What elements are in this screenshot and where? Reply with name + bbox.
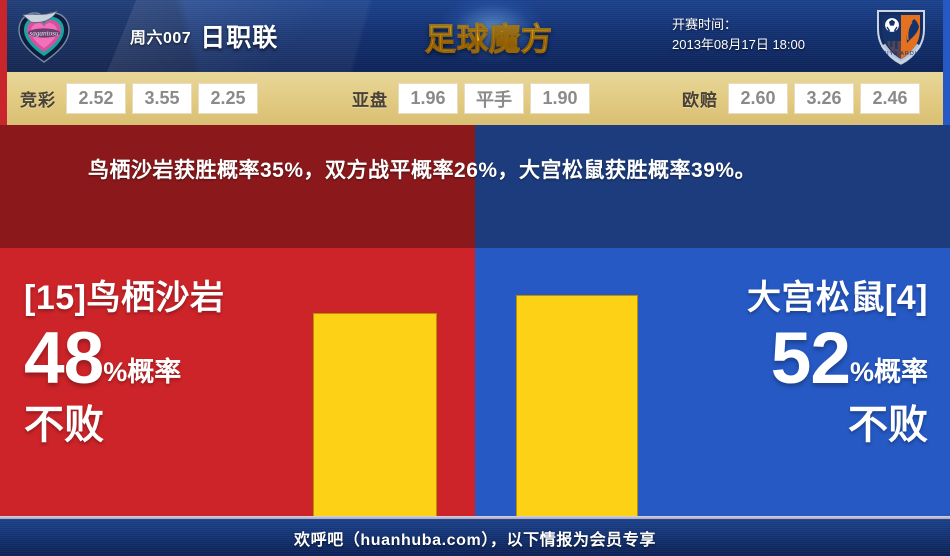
home-team-stats: [15]鸟栖沙岩 48 %概率 不败	[24, 278, 224, 449]
svg-text:OMIYA ARDIJA: OMIYA ARDIJA	[876, 51, 925, 57]
home-probability-bar	[313, 313, 437, 517]
odds-group-label: 欧赔	[682, 91, 718, 110]
brand-glow	[398, 0, 580, 72]
match-title: 周六007 日职联	[130, 14, 278, 58]
odds-group-yapan: 亚盘 1.96 平手 1.90	[352, 83, 590, 114]
brand-logo: 足球魔方	[398, 0, 580, 72]
away-team-name: 大宫松鼠[4]	[746, 279, 928, 317]
league-name: 日职联	[200, 24, 279, 52]
away-percent-row: 52 %概率	[747, 322, 928, 395]
header-right-edge-strip	[943, 0, 950, 72]
brand-logo-text: 足球魔方	[398, 0, 580, 72]
away-percent-value: 52	[770, 318, 851, 399]
odds-group-label: 亚盘	[352, 91, 388, 110]
footer-divider	[0, 516, 950, 519]
odds-value-cell[interactable]: 1.90	[530, 83, 590, 114]
odds-value-cell[interactable]: 1.96	[398, 83, 458, 114]
odds-group-jingcai: 竞彩 2.52 3.55 2.25	[20, 83, 258, 114]
kickoff-label: 开赛时间：	[672, 17, 738, 32]
footer-bar: 欢呼吧（huanhuba.com），以下情报为会员专享	[0, 519, 950, 556]
kickoff-value: 2013年08月17日 18:00	[672, 37, 805, 52]
home-percent-value: 48	[24, 318, 104, 399]
odds-value-cell[interactable]: 平手	[464, 83, 524, 114]
round-number: 周六007	[130, 30, 192, 47]
odds-value-cell[interactable]: 2.52	[66, 83, 126, 114]
away-percent-suffix: %概率	[849, 357, 928, 387]
kickoff-time: 开赛时间： 2013年08月17日 18:00	[672, 15, 805, 55]
home-outcome-label: 不败	[24, 403, 104, 447]
odds-group-label: 竞彩	[20, 91, 56, 110]
odds-left-edge-strip	[0, 72, 7, 125]
away-team-stats: 大宫松鼠[4] 52 %概率 不败	[747, 278, 928, 449]
odds-right-edge-strip	[943, 72, 950, 125]
probability-summary-band: 鸟栖沙岩获胜概率35%，双方战平概率26%，大宫松鼠获胜概率39%。	[0, 125, 950, 248]
svg-text:sagantosu: sagantosu	[29, 30, 59, 38]
home-team-crest-icon: sagantosu	[13, 5, 75, 67]
odds-group-oupei: 欧赔 2.60 3.26 2.46	[682, 83, 920, 114]
summary-band-left-half	[0, 125, 475, 248]
odds-value-cell[interactable]: 2.60	[728, 83, 788, 114]
odds-value-cell[interactable]: 2.25	[198, 83, 258, 114]
home-percent-row: 48 %概率	[24, 322, 224, 395]
unbeaten-probability-chart: [15]鸟栖沙岩 48 %概率 不败 大宫松鼠[4] 52 %概率 不败	[0, 248, 950, 517]
summary-band-right-half	[475, 125, 950, 248]
odds-value-cell[interactable]: 3.26	[794, 83, 854, 114]
summary-text: 鸟栖沙岩获胜概率35%，双方战平概率26%，大宫松鼠获胜概率39%。	[88, 159, 757, 182]
away-probability-bar	[516, 295, 638, 517]
odds-value-cell[interactable]: 3.55	[132, 83, 192, 114]
home-team-name: [15]鸟栖沙岩	[24, 279, 225, 317]
header-left-edge-strip	[0, 0, 7, 72]
away-team-crest-icon: OMIYA ARDIJA	[870, 5, 932, 67]
home-percent-suffix: %概率	[103, 357, 182, 387]
away-outcome-label: 不败	[848, 403, 928, 447]
odds-value-cell[interactable]: 2.46	[860, 83, 920, 114]
odds-bar: 竞彩 2.52 3.55 2.25 亚盘 1.96 平手 1.90 欧赔 2.6…	[0, 72, 950, 125]
header-bar: sagantosu 周六007 日职联 足球魔方 开赛时间： 2013年08月1…	[0, 0, 950, 72]
footer-text: 欢呼吧（huanhuba.com），以下情报为会员专享	[294, 531, 656, 549]
